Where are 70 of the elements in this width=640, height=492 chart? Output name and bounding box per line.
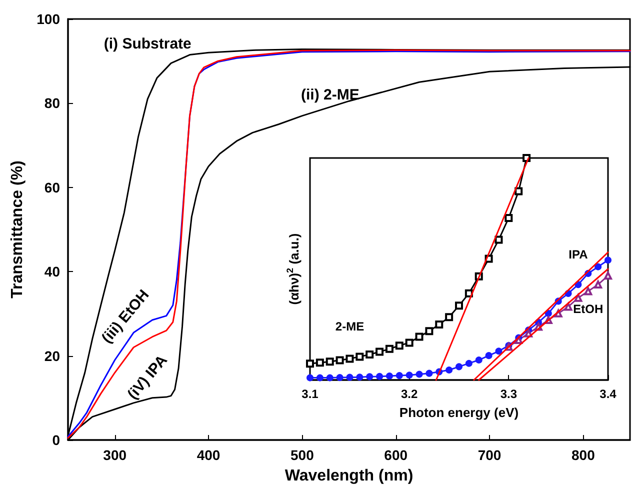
x-tick-label: 800 (571, 447, 596, 463)
point (326, 374, 334, 382)
point (485, 352, 492, 360)
x-axis-title: Wavelength (nm) (284, 468, 414, 484)
series-label: 2-ME (335, 320, 364, 334)
point (385, 344, 394, 353)
x-tick-label: 3.2 (400, 387, 418, 401)
point (306, 374, 314, 382)
y-tick-label: 0 (52, 432, 60, 448)
point (446, 366, 453, 374)
x-tick-label: 3.1 (302, 387, 319, 401)
point (514, 187, 523, 196)
point (416, 370, 423, 378)
x-tick-label: 3.3 (500, 387, 518, 401)
y-tick-label: 60 (44, 179, 60, 196)
series-label: (ii) 2-ME (300, 86, 360, 104)
point (366, 350, 374, 358)
point (456, 363, 462, 370)
point (604, 272, 612, 280)
point (406, 372, 413, 379)
point (316, 374, 324, 382)
point (336, 374, 344, 382)
point (426, 370, 433, 377)
point (475, 356, 482, 364)
y-axis-title: Transmittance (%) (9, 160, 26, 298)
x-tick-label: 600 (384, 447, 408, 463)
point (455, 302, 463, 310)
point (356, 352, 364, 361)
x-axis-title: Photon energy (eV) (399, 405, 519, 420)
point (336, 356, 344, 364)
point (306, 360, 314, 368)
point (415, 332, 424, 341)
y-tick-label: 40 (44, 264, 60, 280)
point (316, 358, 324, 367)
point (425, 327, 434, 336)
point (346, 374, 354, 381)
point (395, 342, 404, 350)
point (494, 236, 503, 244)
point (604, 256, 612, 264)
x-tick-label: 3.4 (600, 387, 617, 401)
point (405, 338, 414, 347)
point (435, 320, 444, 328)
y-tick-label: 20 (44, 348, 60, 364)
series-label: IPA (568, 248, 588, 262)
point (346, 354, 354, 363)
point (386, 372, 393, 380)
point (376, 348, 384, 356)
series-label: (i) Substrate (104, 35, 192, 52)
point (594, 263, 602, 270)
point (396, 372, 403, 380)
point (465, 360, 472, 367)
x-tick-label: 400 (196, 447, 220, 463)
point (356, 374, 364, 381)
x-tick-label: 300 (103, 447, 127, 463)
y-axis-title: (αhν)2 (a.u.) (285, 233, 302, 305)
text: (iV) IPA (124, 352, 171, 403)
point (445, 313, 454, 322)
x-tick-label: 700 (478, 447, 502, 463)
x-tick-label: 500 (290, 447, 314, 463)
point (574, 294, 582, 302)
point (584, 287, 592, 296)
y-tick-label: 100 (36, 11, 60, 27)
point (366, 373, 374, 380)
y-tick-label: 80 (44, 95, 60, 112)
point (376, 372, 384, 380)
point (495, 348, 502, 355)
series-label: EtOH (573, 302, 604, 316)
point (564, 302, 572, 311)
point (504, 214, 513, 222)
point (326, 358, 334, 366)
